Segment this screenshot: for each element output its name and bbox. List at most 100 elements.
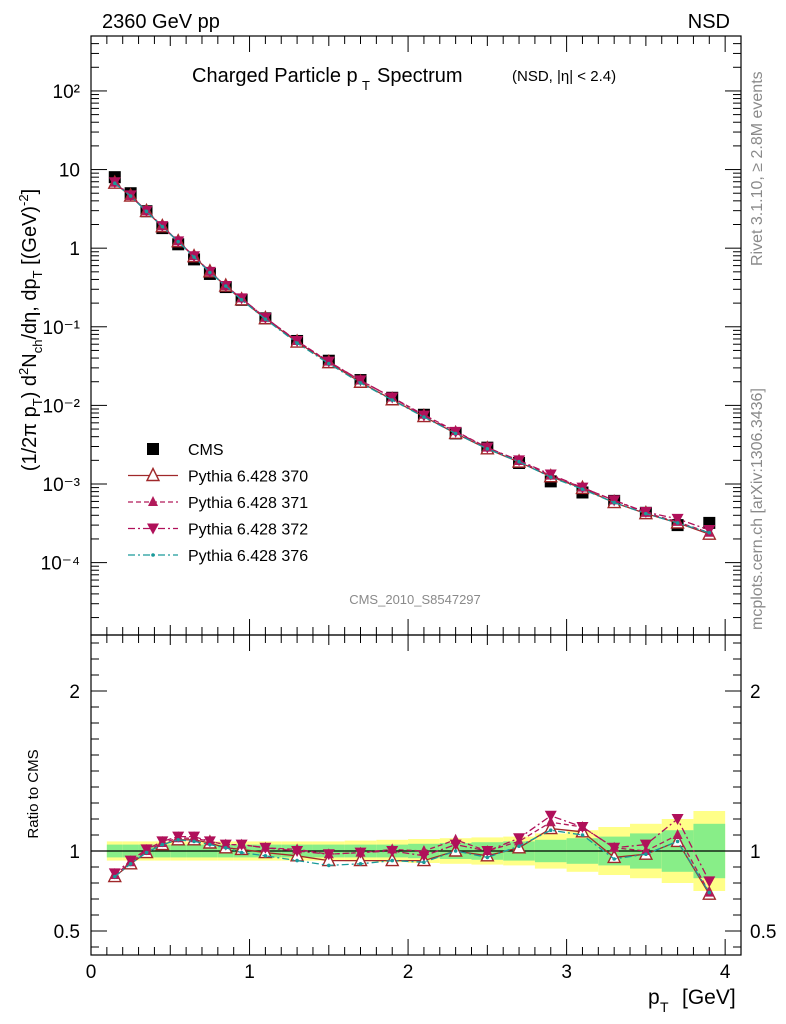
y-tick-label: 10⁻¹ (43, 318, 81, 339)
ratio-y-tick-label-right: 0.5 (750, 922, 776, 943)
ratio-data-point (608, 842, 621, 854)
main-data-point (263, 317, 268, 321)
legend-marker (147, 523, 159, 535)
legend-entry: CMS (188, 442, 224, 459)
ratio-data-point (672, 829, 683, 839)
main-data-point (544, 469, 557, 481)
legend-entry: Pythia 6.428 371 (188, 495, 308, 512)
analysis-id: CMS_2010_S8547297 (349, 592, 481, 607)
ratio-data-point (671, 814, 684, 825)
ratio-series-2 (108, 810, 716, 888)
main-data-point (208, 270, 212, 275)
ratio-data-point (295, 858, 299, 863)
ratio-data-point (160, 842, 165, 847)
ratio-data-point (703, 876, 716, 888)
main-data-point (176, 239, 180, 244)
ratio-data-point (235, 839, 248, 851)
ratio-series-line (114, 829, 710, 893)
svg-text:[GeV]: [GeV] (682, 986, 736, 1009)
y-tick-label: 10⁻² (43, 396, 81, 417)
ratio-data-point (156, 836, 169, 848)
ratio-data-point (422, 860, 426, 864)
main-data-point (112, 181, 117, 186)
x-axis-label: p T [GeV] (648, 986, 736, 1015)
ratio-data-point (144, 850, 149, 855)
ratio-data-point (203, 836, 216, 848)
ratio-data-point (172, 831, 185, 843)
legend-marker (148, 496, 158, 506)
main-data-point (580, 487, 585, 491)
svg-text:Spectrum: Spectrum (377, 65, 463, 87)
ratio-plot-panel: 0.5 0.5 1 1 2 2 0 1 2 3 4 (54, 634, 776, 983)
ratio-data-point (291, 846, 304, 857)
ratio-series-3 (112, 828, 712, 895)
ratio-data-point (259, 842, 272, 854)
source-label: mcplots.cern.ch [arXiv:1306.3436] (749, 388, 766, 630)
ratio-data-point (453, 849, 458, 853)
rivet-version-label: Rivet 3.1.10, ≥ 2.8M events (749, 71, 766, 266)
main-data-point (485, 447, 490, 451)
ratio-y-tick-label-left: 0.5 (54, 922, 80, 943)
svg-text:p: p (648, 986, 660, 1009)
x-tick-label: 1 (244, 962, 255, 983)
ratio-data-point (358, 862, 363, 866)
main-data-point (128, 194, 133, 198)
svg-text:T: T (660, 999, 669, 1015)
ratio-y-axis-label: Ratio to CMS (25, 749, 42, 838)
ratio-data-point (576, 822, 589, 833)
main-data-point (644, 511, 648, 516)
y-tick-label: 10⁻⁴ (41, 554, 80, 575)
ratio-data-point (449, 839, 462, 851)
ratio-data-point (239, 850, 244, 855)
ratio-data-point (112, 874, 117, 879)
svg-text:Charged Particle p: Charged Particle p (192, 65, 358, 87)
legend-entry: Pythia 6.428 376 (188, 548, 308, 565)
ratio-data-point (580, 833, 585, 837)
y-tick-label: 10⁻³ (43, 475, 81, 496)
ratio-data-point (108, 868, 121, 880)
main-data-point (703, 524, 716, 536)
legend: CMS Pythia 6.428 370 Pythia 6.428 371 Pythi… (128, 442, 308, 565)
svg-text:(1/2π pT) d2Nch/dη, dpT [(GeV): (1/2π pT) d2Nch/dη, dpT [(GeV)-2] (16, 189, 45, 471)
main-data-point (144, 209, 149, 214)
main-data-point (295, 341, 299, 345)
main-series-4 (112, 181, 712, 535)
main-plot-panel: 10⁻⁴ 10⁻³ 10⁻² 10⁻¹ 1 10 10² (41, 35, 742, 636)
legend-entry: Pythia 6.428 370 (188, 469, 308, 486)
ratio-data-point (219, 839, 232, 851)
ratio-data-point (263, 854, 268, 858)
ratio-data-point (386, 846, 399, 857)
x-tick-label: 2 (403, 962, 414, 983)
ratio-data-point (128, 862, 133, 866)
ratio-data-point (322, 849, 335, 861)
ratio-y-tick-label-right: 2 (750, 682, 761, 703)
legend-marker (151, 553, 155, 557)
ratio-y-tick-label-left: 2 (69, 682, 80, 703)
ratio-data-point (140, 844, 153, 856)
y-tick-label: 1 (69, 239, 80, 260)
ratio-data-point (644, 852, 648, 856)
main-data-point (707, 530, 712, 535)
ratio-data-point (513, 833, 526, 845)
ratio-data-point (417, 850, 430, 862)
main-data-point (192, 255, 196, 259)
ratio-data-point (327, 863, 331, 868)
ratio-data-point (176, 838, 180, 842)
ratio-data-point (223, 846, 228, 850)
y-tick-label: 10 (59, 161, 80, 182)
energy-label: 2360 GeV pp (102, 11, 220, 33)
legend-marker (145, 466, 161, 482)
main-data-point (223, 284, 228, 288)
ratio-data-point (481, 846, 494, 857)
ratio-data-point (354, 847, 367, 859)
ratio-data-point (612, 857, 616, 861)
ratio-data-point (208, 842, 212, 847)
ratio-data-point (548, 828, 553, 832)
legend-marker (147, 443, 159, 455)
ratio-y-tick-label-right: 1 (750, 842, 761, 863)
main-data-point (671, 513, 684, 525)
main-data-point (160, 224, 165, 229)
x-tick-label: 3 (561, 962, 572, 983)
main-data-point (327, 361, 331, 366)
